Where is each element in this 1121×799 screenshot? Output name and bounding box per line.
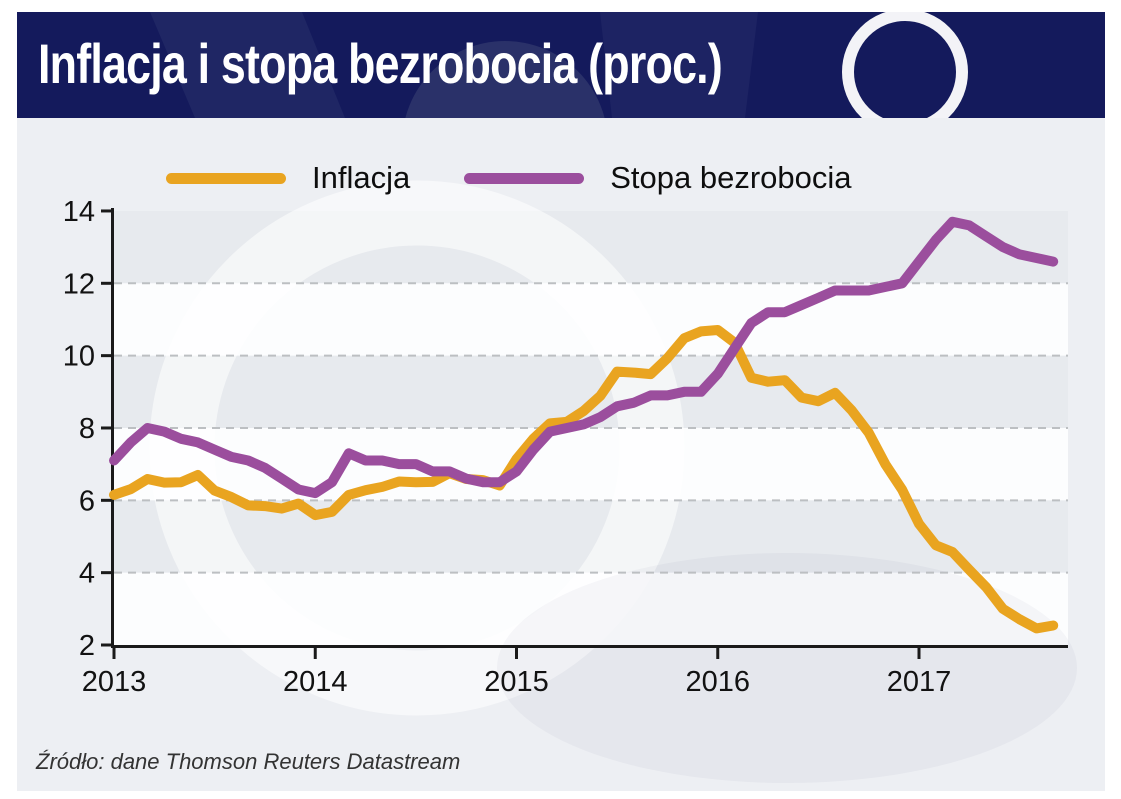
y-tick-label-14: 14 — [63, 196, 95, 228]
chart-area: 2 4 6 8 10 12 14 2013 2014 2015 2016 2017 Inflacja … — [17, 118, 1105, 791]
watermark-dome — [405, 41, 605, 118]
y-tick-label-6: 6 — [79, 485, 95, 517]
titlebar-watermark — [150, 12, 968, 118]
x-tick-label-2013: 2013 — [82, 666, 147, 698]
legend-item-stopa-bezrobocia: Stopa bezrobocia — [464, 160, 852, 196]
legend-label-stopa-bezrobocia: Stopa bezrobocia — [610, 160, 852, 195]
watermark-o-ring — [842, 12, 968, 118]
legend-label-inflacja: Inflacja — [312, 160, 411, 195]
chart-title: Inflacja i stopa bezrobocia (proc.) — [38, 32, 723, 96]
watermark-swath — [600, 12, 758, 118]
chart-canvas: 2 4 6 8 10 12 14 2013 2014 2015 2016 2017 — [63, 180, 1068, 716]
title-bar: Inflacja i stopa bezrobocia (proc.) — [17, 12, 1105, 118]
y-tick-label-2: 2 — [79, 630, 95, 662]
y-tick-label-10: 10 — [63, 341, 95, 373]
watermark-ring — [149, 180, 685, 716]
legend-swatch-inflacja — [166, 172, 286, 184]
y-tick-label-4: 4 — [79, 558, 95, 590]
watermark-stripe — [150, 12, 345, 118]
x-tick-label-2015: 2015 — [484, 666, 549, 698]
x-tick-label-2014: 2014 — [283, 666, 348, 698]
source-note: Źródło: dane Thomson Reuters Datastream — [36, 749, 461, 774]
y-tick-label-12: 12 — [63, 268, 95, 300]
chart-card: Inflacja i stopa bezrobocia (proc.) 2 4 6 8… — [17, 12, 1105, 791]
legend: Inflacja Stopa bezrobocia — [166, 160, 852, 196]
series-line-stopa-bezrobocia — [109, 216, 1059, 499]
y-tick-label-8: 8 — [79, 413, 95, 445]
legend-item-inflacja: Inflacja — [166, 160, 410, 196]
x-tick-label-2017: 2017 — [887, 666, 952, 698]
x-tick-label-2016: 2016 — [685, 666, 750, 698]
series-line-inflacja — [109, 325, 1059, 634]
legend-swatch-stopa-bezrobocia — [464, 172, 585, 184]
